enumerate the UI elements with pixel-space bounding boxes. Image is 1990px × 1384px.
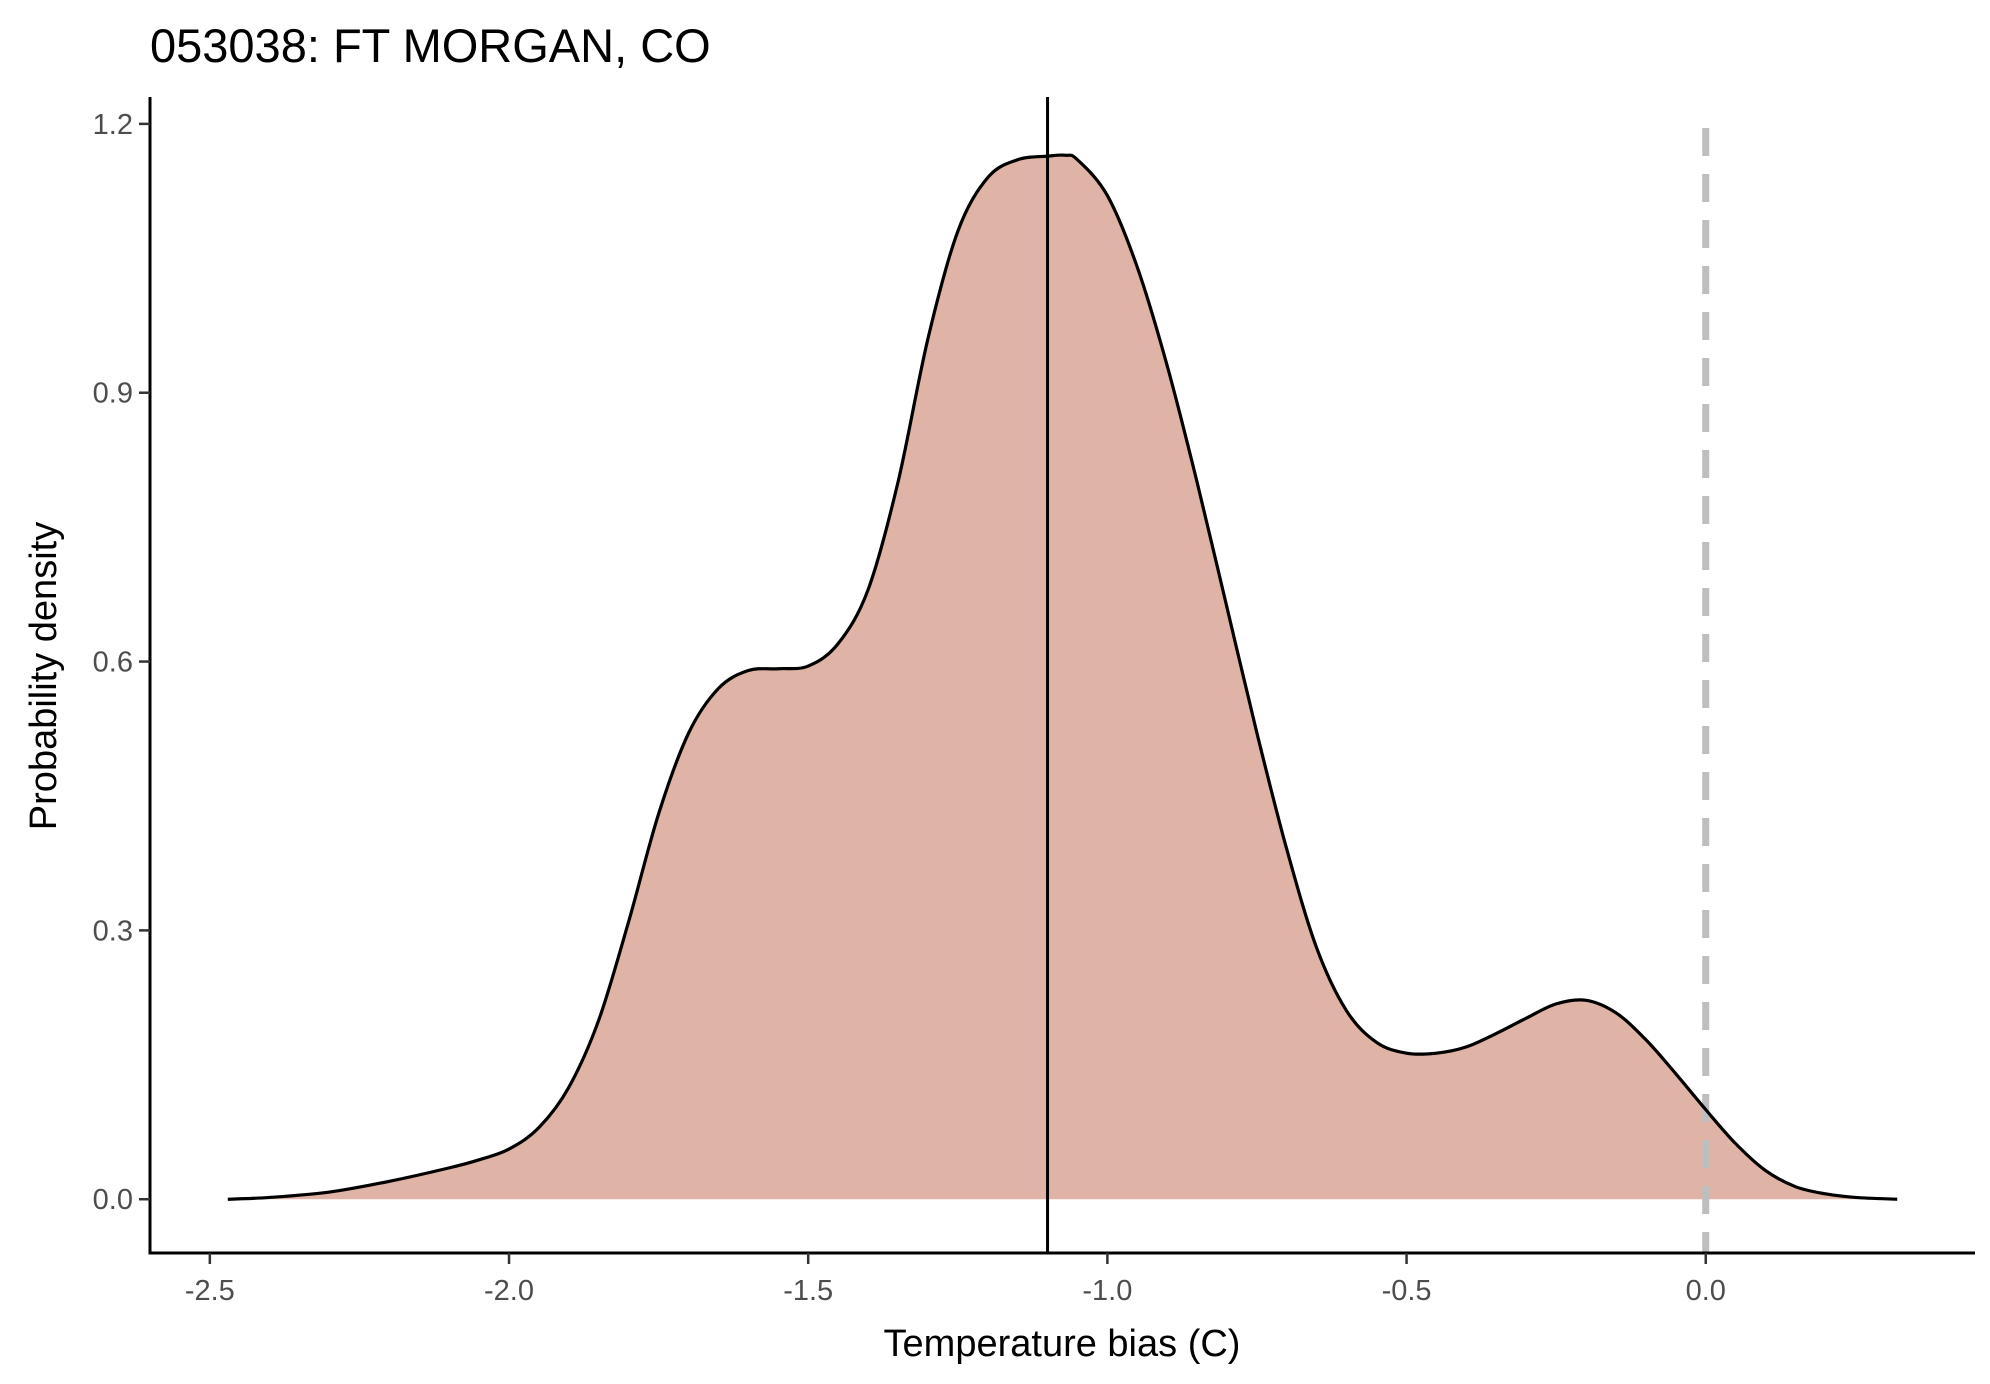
x-axis-title: Temperature bias (C) (884, 1323, 1241, 1365)
x-tick-label: -2.0 (484, 1275, 534, 1307)
y-tick-label: 0.0 (93, 1184, 133, 1216)
x-tick-label: -1.0 (1082, 1275, 1132, 1307)
x-tick-label: -1.5 (783, 1275, 833, 1307)
density-area (227, 155, 1898, 1200)
x-tick-label: 0.0 (1686, 1275, 1726, 1307)
y-tick-label: 1.2 (93, 109, 133, 141)
chart-title: 053038: FT MORGAN, CO (150, 19, 711, 72)
x-tick-label: -2.5 (185, 1275, 235, 1307)
plot-area (227, 97, 1898, 1253)
y-axis-ticks: 0.0 0.3 0.6 0.9 1.2 (93, 109, 150, 1216)
x-axis-ticks: -2.5 -2.0 -1.5 -1.0 -0.5 0.0 (185, 1253, 1726, 1307)
x-tick-label: -0.5 (1382, 1275, 1432, 1307)
y-tick-label: 0.6 (93, 647, 133, 679)
y-tick-label: 0.9 (93, 378, 133, 410)
density-curve (227, 153, 1898, 1201)
y-tick-label: 0.3 (93, 915, 133, 947)
y-axis-title: Probability density (23, 522, 65, 830)
